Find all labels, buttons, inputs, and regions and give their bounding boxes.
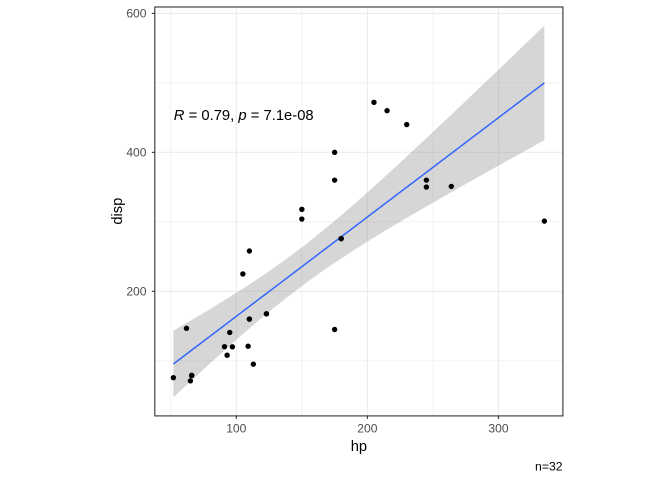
- svg-text:disp: disp: [110, 198, 126, 225]
- svg-text:hp: hp: [351, 439, 367, 455]
- svg-text:R = 0.79, p = 7.1e-08: R = 0.79, p = 7.1e-08: [174, 108, 314, 124]
- svg-text:100: 100: [226, 421, 246, 435]
- svg-text:200: 200: [126, 285, 146, 299]
- svg-text:n=32: n=32: [535, 460, 563, 474]
- svg-text:600: 600: [126, 7, 146, 21]
- svg-text:400: 400: [126, 146, 146, 160]
- svg-text:300: 300: [488, 421, 508, 435]
- svg-text:200: 200: [357, 421, 377, 435]
